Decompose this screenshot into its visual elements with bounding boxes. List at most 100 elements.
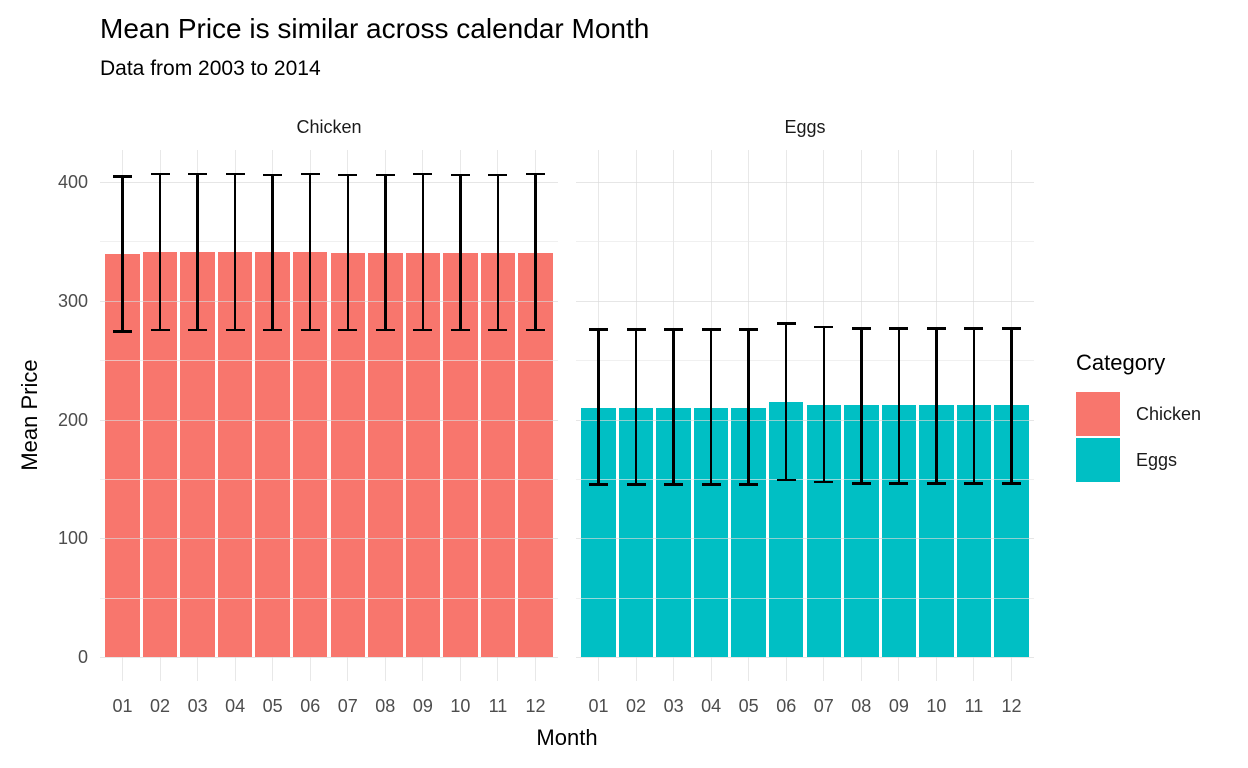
x-tick-label: 04 xyxy=(225,696,246,716)
major-gridline xyxy=(576,182,1034,183)
error-bar-line xyxy=(597,329,600,485)
error-bar-line xyxy=(672,329,675,485)
error-bar-line xyxy=(972,328,976,484)
x-tick-label: 03 xyxy=(187,696,208,716)
y-tick-label: 200 xyxy=(57,409,88,430)
minor-gridline xyxy=(100,478,558,480)
error-bar-cap-top xyxy=(188,172,208,176)
error-bar-cap-bottom xyxy=(589,483,609,486)
error-bar-line xyxy=(158,173,162,331)
minor-gridline xyxy=(100,597,558,599)
error-bar-cap-top xyxy=(413,172,433,176)
error-bar-cap-bottom xyxy=(263,328,283,332)
error-bar-cap-bottom xyxy=(525,328,545,332)
error-bar-cap-top xyxy=(851,327,871,330)
error-bar-cap-top xyxy=(701,328,721,331)
error-bar-cap-top xyxy=(776,322,796,325)
facet-label-chicken: Chicken xyxy=(296,117,362,137)
x-tick-label: 08 xyxy=(375,696,396,716)
x-tick-label: 10 xyxy=(450,696,471,716)
chart-title: Mean Price is similar across calendar Mo… xyxy=(100,13,650,44)
major-gridline xyxy=(576,538,1034,540)
error-bar-cap-bottom xyxy=(739,483,759,486)
error-bar-line xyxy=(1010,328,1013,484)
error-bar-line xyxy=(384,174,387,331)
x-tick-label: 02 xyxy=(150,696,171,716)
error-bar-cap-bottom xyxy=(664,483,684,486)
legend-title: Category xyxy=(1076,350,1166,375)
error-bar-line xyxy=(346,174,350,331)
y-tick-label: 100 xyxy=(57,528,88,549)
x-tick-label: 06 xyxy=(300,696,321,716)
x-tick-label: 09 xyxy=(888,696,909,716)
x-tick-label: 04 xyxy=(701,696,722,716)
error-bar-cap-bottom xyxy=(814,480,834,484)
x-tick-label: 05 xyxy=(262,696,283,716)
x-tick-label: 09 xyxy=(412,696,433,716)
major-gridline xyxy=(100,300,558,302)
facet-label-eggs: Eggs xyxy=(784,117,826,137)
error-bar-cap-top xyxy=(113,175,133,178)
major-gridline xyxy=(576,300,1034,302)
error-bar-cap-top xyxy=(1001,327,1021,330)
error-bar-cap-bottom xyxy=(413,328,433,332)
x-tick-label: 11 xyxy=(964,696,984,716)
x-tick-label: 03 xyxy=(663,696,684,716)
major-gridline xyxy=(100,419,558,421)
x-tick-label: 11 xyxy=(488,696,508,716)
error-bar-cap-top xyxy=(375,173,395,177)
error-bar-cap-top xyxy=(589,328,609,331)
error-bar-cap-top xyxy=(450,173,470,177)
error-bar-cap-bottom xyxy=(926,482,946,485)
major-gridline xyxy=(100,657,558,658)
minor-gridline xyxy=(576,241,1034,243)
error-bar-cap-top xyxy=(626,328,646,331)
legend-swatch-chicken xyxy=(1076,392,1120,436)
x-tick-label: 02 xyxy=(626,696,647,716)
x-tick-label: 07 xyxy=(813,696,834,716)
error-bar-line xyxy=(121,176,124,332)
minor-gridline xyxy=(100,241,558,243)
error-bar-line xyxy=(459,174,462,331)
error-bar-cap-bottom xyxy=(1001,482,1021,485)
x-tick-label: 01 xyxy=(112,696,133,716)
error-bar-line xyxy=(271,174,274,331)
error-bar-cap-top xyxy=(338,173,358,177)
error-bar-line xyxy=(822,326,826,483)
facet-panel-chicken xyxy=(100,150,558,681)
error-bar-line xyxy=(233,173,237,331)
legend-label-eggs: Eggs xyxy=(1136,450,1178,470)
error-bar-cap-top xyxy=(739,328,759,331)
legend-swatch-eggs xyxy=(1076,438,1120,482)
error-bar-line xyxy=(784,323,788,481)
x-tick-label: 12 xyxy=(525,696,546,716)
minor-gridline xyxy=(576,597,1034,599)
major-gridline xyxy=(100,538,558,540)
error-bar-cap-bottom xyxy=(300,328,320,332)
chart-subtitle: Data from 2003 to 2014 xyxy=(100,57,321,80)
error-bar-cap-top xyxy=(525,172,545,176)
legend-label-chicken: Chicken xyxy=(1136,404,1202,424)
x-tick-label: 06 xyxy=(776,696,797,716)
error-bar-cap-bottom xyxy=(150,328,170,332)
major-gridline xyxy=(100,182,558,183)
error-bar-cap-bottom xyxy=(450,328,470,332)
error-bar-cap-bottom xyxy=(375,328,395,332)
error-bar-cap-bottom xyxy=(488,328,508,332)
y-tick-label: 0 xyxy=(77,647,88,667)
x-tick-label: 10 xyxy=(926,696,947,716)
error-bar-line xyxy=(935,328,938,484)
error-bar-line xyxy=(897,328,901,484)
x-axis-title: Month xyxy=(536,725,598,750)
error-bar-cap-top xyxy=(964,327,984,330)
error-bar-cap-bottom xyxy=(188,328,208,332)
error-bar-cap-bottom xyxy=(225,328,245,332)
error-bar-cap-top xyxy=(263,173,283,177)
minor-gridline xyxy=(576,360,1034,362)
error-bar-cap-bottom xyxy=(701,483,721,486)
major-gridline xyxy=(576,419,1034,421)
error-bar-line xyxy=(534,173,537,331)
error-bar-line xyxy=(747,329,750,485)
x-tick-label: 01 xyxy=(588,696,609,716)
y-tick-label: 400 xyxy=(57,172,88,192)
